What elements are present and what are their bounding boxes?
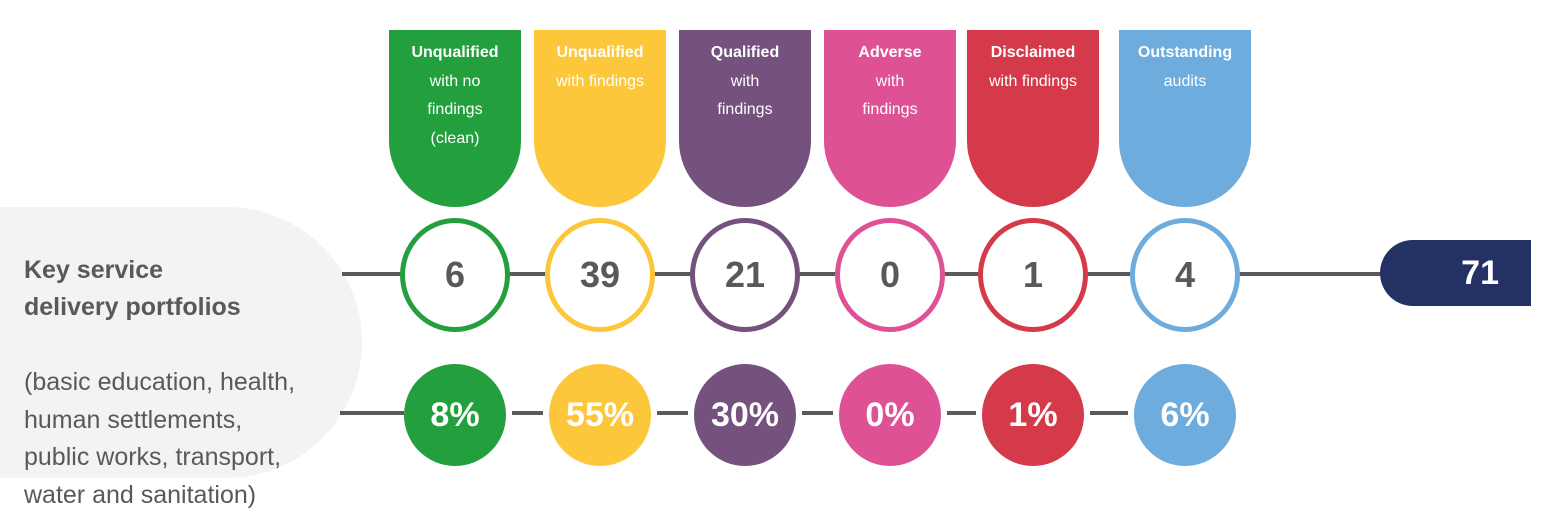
count-circle: 1 (978, 218, 1088, 332)
count-value: 4 (1174, 254, 1196, 295)
count-circle: 4 (1130, 218, 1240, 332)
category-title: Outstanding (1137, 44, 1233, 61)
percent-row-connector (947, 411, 976, 415)
count-circle: 21 (690, 218, 800, 332)
count-value: 39 (579, 254, 621, 295)
percent-row-connector (512, 411, 543, 415)
category-tab: Disclaimed with findings (967, 30, 1099, 207)
percent-circle: 8% (404, 364, 506, 466)
total-value: 71 (1461, 253, 1499, 292)
category-subtitle: with findings (717, 72, 773, 119)
count-value: 0 (879, 254, 901, 295)
percent-value: 6% (1160, 395, 1210, 434)
percent-value: 55% (565, 395, 635, 434)
count-value: 6 (444, 254, 466, 295)
category-title: Qualified (710, 44, 780, 61)
category-subtitle: audits (1163, 72, 1207, 90)
percent-value: 1% (1008, 395, 1058, 434)
percent-circle: 1% (982, 364, 1084, 466)
category-tab: Outstanding audits (1119, 30, 1251, 207)
count-value: 1 (1022, 254, 1044, 295)
percent-value: 30% (710, 395, 780, 434)
portfolio-panel (0, 207, 362, 478)
portfolio-label: Key service delivery portfolios (basic e… (24, 214, 295, 514)
category-tab: Adverse with findings (824, 30, 956, 207)
percent-circle: 30% (694, 364, 796, 466)
category-title: Disclaimed (990, 44, 1076, 61)
category-tab: Qualified with findings (679, 30, 811, 207)
percent-row-connector (1090, 411, 1128, 415)
category-title: Unqualified (411, 44, 499, 61)
category-subtitle: with findings (988, 72, 1078, 90)
percent-row-connector (657, 411, 688, 415)
count-value: 21 (724, 254, 766, 295)
percent-value: 8% (430, 395, 480, 434)
count-circle: 6 (400, 218, 510, 332)
category-title: Adverse (858, 44, 922, 61)
category-subtitle: with no findings (clean) (427, 72, 483, 147)
percent-circle: 6% (1134, 364, 1236, 466)
category-tab: Unqualified with findings (534, 30, 666, 207)
percent-circle: 55% (549, 364, 651, 466)
portfolio-description: (basic education, health, human settleme… (24, 368, 296, 509)
percent-circle: 0% (839, 364, 941, 466)
portfolio-title: Key service delivery portfolios (24, 255, 241, 322)
percent-value: 0% (865, 395, 915, 434)
category-subtitle: with findings (555, 72, 645, 90)
count-circle: 0 (835, 218, 945, 332)
category-subtitle: with findings (862, 72, 918, 119)
percent-row-connector (802, 411, 833, 415)
total-badge: 71 (1380, 240, 1531, 306)
category-tab: Unqualified with no findings (clean) (389, 30, 521, 207)
count-circle: 39 (545, 218, 655, 332)
category-title: Unqualified (556, 44, 644, 61)
percent-row-connector (340, 411, 404, 415)
